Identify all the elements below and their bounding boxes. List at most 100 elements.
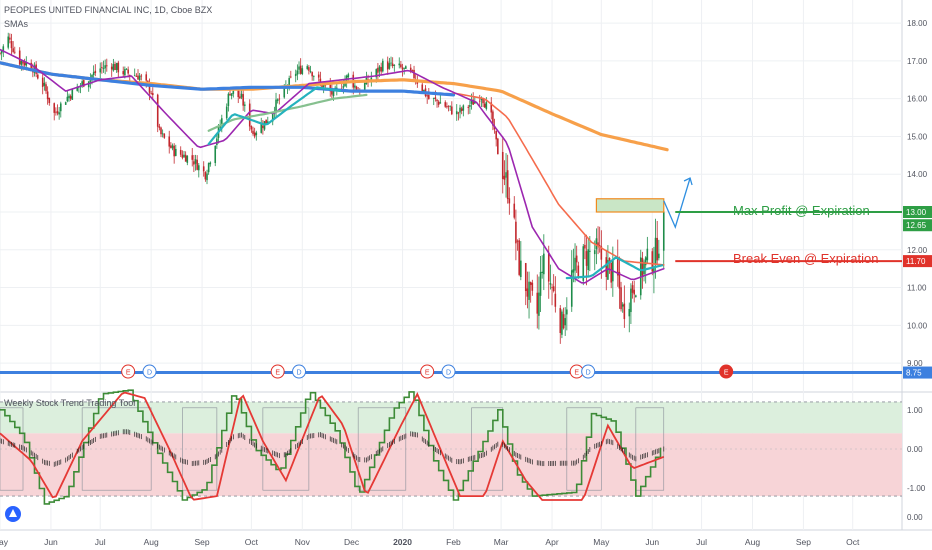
time-tick-label: Jun: [645, 537, 659, 547]
candle-body: [562, 314, 565, 329]
earnings-icon: E: [121, 364, 136, 379]
candle-body: [151, 93, 154, 95]
oscillator-title[interactable]: Weekly Stock Trend Trading Tool: [4, 398, 135, 408]
candle-body: [472, 99, 474, 105]
candle-body: [628, 308, 631, 317]
time-tick-label: 2020: [393, 537, 412, 547]
arrow-head-icon: [683, 177, 693, 186]
candle-body: [196, 159, 198, 170]
event-marker-letter: E: [425, 370, 430, 377]
candle-body: [104, 65, 106, 69]
candle-body: [313, 75, 315, 77]
candle-body: [549, 283, 552, 285]
candle-body: [158, 126, 161, 128]
candle-body: [354, 85, 356, 88]
time-tick-label: Aug: [144, 537, 159, 547]
indicator-label[interactable]: SMAs: [4, 19, 29, 29]
candle-body: [23, 62, 26, 66]
candle-body: [301, 68, 304, 74]
candle-body: [168, 136, 171, 147]
candle-body: [520, 260, 522, 278]
oscillator-zones: [0, 401, 902, 497]
candle-body: [501, 151, 504, 179]
candle-body: [589, 250, 591, 252]
candle-body: [94, 70, 97, 74]
candle-body: [654, 237, 657, 265]
candle-body: [64, 102, 67, 105]
candle-body: [253, 132, 256, 137]
logo-icon[interactable]: [5, 506, 21, 522]
candle-body: [299, 65, 302, 74]
candle-body: [265, 119, 267, 124]
candle-body: [179, 149, 182, 155]
candle-body: [529, 281, 532, 285]
event-marker-circle: [420, 364, 435, 379]
time-tick-label: Jul: [95, 537, 106, 547]
candle-body: [577, 265, 580, 278]
price-tick-label: 10.00: [907, 321, 928, 330]
candle-body: [437, 101, 440, 105]
candle-body: [290, 76, 292, 78]
time-tick-label: Feb: [446, 537, 461, 547]
sma_200-line: [0, 61, 456, 97]
candle-body: [186, 155, 189, 163]
candle-body: [616, 258, 619, 276]
candle-body: [633, 289, 635, 295]
candle-body: [255, 132, 258, 136]
event-marker-circle: [292, 364, 307, 379]
candle-body: [206, 173, 208, 181]
candle-body: [620, 287, 622, 310]
candle-body: [584, 244, 586, 249]
candle-body: [428, 94, 430, 99]
candle-body: [451, 106, 453, 115]
candle-body: [150, 93, 152, 95]
candle-body: [608, 257, 611, 261]
candle-body: [497, 138, 499, 155]
candle-body: [378, 66, 381, 72]
time-tick-label: May: [593, 537, 610, 547]
candle-body: [202, 166, 205, 172]
earnings-icon: E: [420, 364, 435, 379]
candle-body: [260, 124, 263, 133]
candle-body: [506, 170, 509, 200]
candle-body: [480, 98, 483, 101]
price-tick-label: 14.00: [907, 170, 928, 179]
oscillator-box: [357, 407, 407, 491]
candle-body: [91, 75, 93, 78]
candle-body: [92, 72, 95, 76]
candle-body: [55, 111, 57, 113]
oscillator-series: [0, 389, 665, 505]
candle-body: [641, 258, 644, 276]
time-tick-label: Sep: [796, 537, 811, 547]
event-marker-letter: E: [275, 370, 280, 377]
candle-body: [148, 82, 151, 93]
candle-body: [232, 90, 235, 94]
candle-body: [492, 111, 494, 126]
candle-body: [322, 84, 325, 88]
candle-body: [76, 86, 79, 91]
candle-body: [145, 74, 148, 81]
candle-body: [20, 60, 23, 65]
candle-body: [495, 130, 497, 140]
candle-body: [531, 282, 534, 291]
candle-body: [490, 102, 493, 113]
candle-body: [13, 51, 16, 53]
symbol-title[interactable]: PEOPLES UNITED FINANCIAL INC, 1D, Cboe B…: [4, 5, 212, 15]
candle-body: [140, 75, 143, 77]
candle-body: [575, 255, 578, 263]
event-marker-circle: [270, 364, 285, 379]
price-badge-label: 8.75: [906, 369, 922, 378]
candle-body: [635, 295, 637, 297]
candle-body: [582, 246, 585, 281]
candle-body: [53, 103, 56, 113]
event-marker-circle: [441, 364, 456, 379]
candle-body: [319, 78, 322, 83]
candle-body: [82, 80, 85, 87]
candle-body: [174, 148, 177, 156]
oscillator-tick-label: 0.00: [907, 445, 923, 454]
candle-body: [135, 76, 138, 77]
candle-body: [41, 77, 44, 87]
candle-body: [317, 74, 320, 78]
candle-body: [198, 165, 200, 171]
